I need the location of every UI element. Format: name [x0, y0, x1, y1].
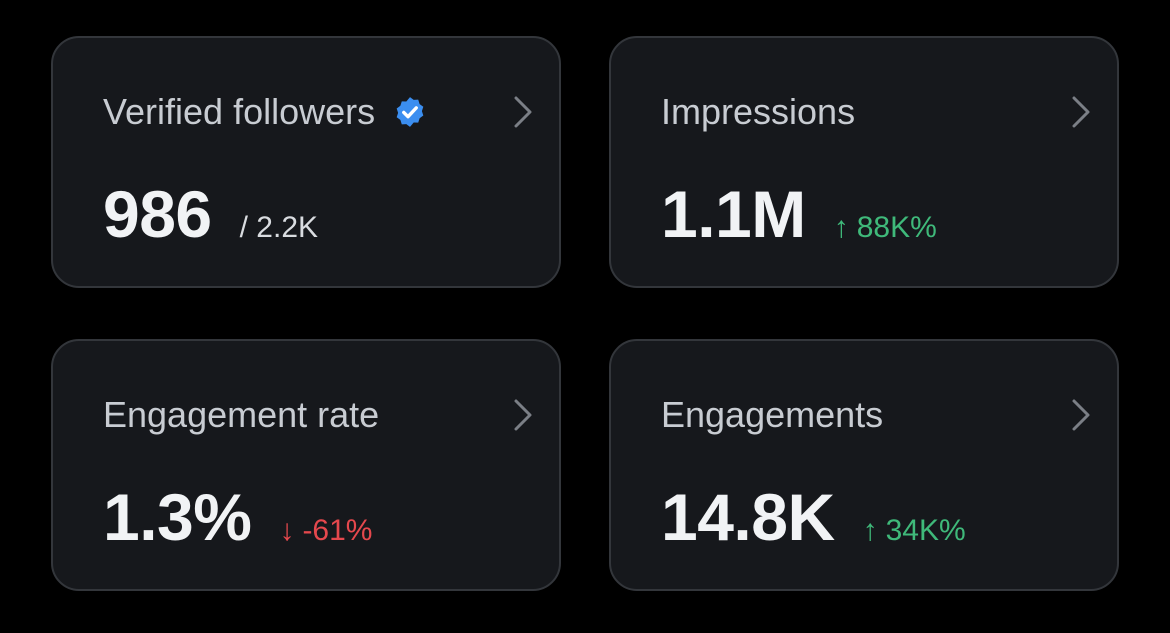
chevron-right-icon[interactable]: [1069, 94, 1093, 130]
delta-value: 88K%: [856, 211, 937, 244]
card-title-label: Engagements: [661, 394, 884, 435]
chevron-right-icon[interactable]: [1069, 397, 1093, 433]
metrics-grid: Verified followers 986 / 2.2K Impression…: [51, 36, 1119, 591]
card-title: Impressions: [661, 90, 855, 134]
metric-delta: ↑ 88K%: [834, 211, 937, 245]
metric-value: 14.8K: [661, 480, 835, 554]
metric-value-row: 14.8K ↑ 34K%: [661, 479, 966, 555]
metric-value-row: 1.1M ↑ 88K%: [661, 176, 937, 252]
verified-followers-card[interactable]: Verified followers 986 / 2.2K: [51, 36, 561, 288]
metric-delta: ↑ 34K%: [863, 514, 966, 548]
card-title: Verified followers: [103, 90, 427, 134]
arrow-down-icon: ↓: [279, 514, 295, 547]
metric-total: / 2.2K: [239, 211, 319, 244]
engagements-card[interactable]: Engagements 14.8K ↑ 34K%: [609, 339, 1119, 591]
arrow-up-icon: ↑: [833, 211, 849, 244]
chevron-right-icon[interactable]: [511, 397, 535, 433]
delta-value: -61%: [302, 514, 373, 547]
card-title: Engagement rate: [103, 393, 379, 437]
card-title: Engagements: [661, 393, 883, 437]
metric-value-row: 986 / 2.2K: [103, 176, 318, 252]
engagement-rate-card[interactable]: Engagement rate 1.3% ↓ -61%: [51, 339, 561, 591]
arrow-up-icon: ↑: [862, 514, 878, 547]
metric-value: 1.3%: [103, 480, 252, 554]
metric-value: 1.1M: [661, 177, 806, 251]
metric-delta: ↓ -61%: [279, 514, 372, 548]
verified-badge-icon: [393, 95, 427, 129]
impressions-card[interactable]: Impressions 1.1M ↑ 88K%: [609, 36, 1119, 288]
chevron-right-icon[interactable]: [511, 94, 535, 130]
delta-value: 34K%: [885, 514, 966, 547]
card-title-label: Verified followers: [103, 91, 376, 132]
card-title-label: Engagement rate: [103, 394, 380, 435]
metric-value-row: 1.3% ↓ -61%: [103, 479, 372, 555]
card-title-label: Impressions: [661, 91, 856, 132]
metric-value: 986: [103, 177, 212, 251]
